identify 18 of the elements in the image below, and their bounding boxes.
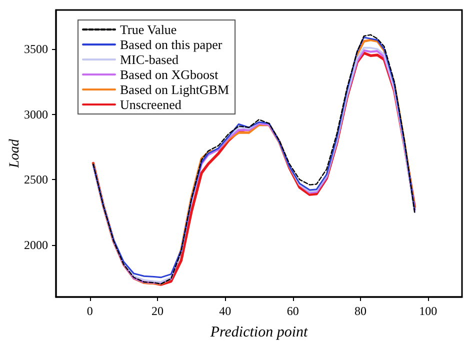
legend-label: True Value [120,22,177,37]
x-tick-label: 80 [354,304,366,318]
y-tick-label: 3500 [24,42,48,56]
legend-label: Based on XGboost [120,67,219,82]
x-tick-label: 40 [219,304,232,318]
x-tick-label: 100 [419,304,438,318]
y-tick-label: 2000 [24,238,48,252]
x-tick-label: 20 [152,304,164,318]
y-tick-label: 3000 [24,107,48,122]
legend-label: Unscreened [120,97,182,112]
legend-label: Based on this paper [120,37,223,52]
x-tick-label: 0 [86,304,93,318]
y-axis-title: Load [8,138,22,169]
y-tick-label: 2500 [24,172,48,187]
x-axis-title: Prediction point [209,324,308,340]
x-tick-label: 60 [286,304,299,318]
legend-label: MIC-based [120,52,179,67]
legend-label: Based on LightGBM [120,82,230,97]
